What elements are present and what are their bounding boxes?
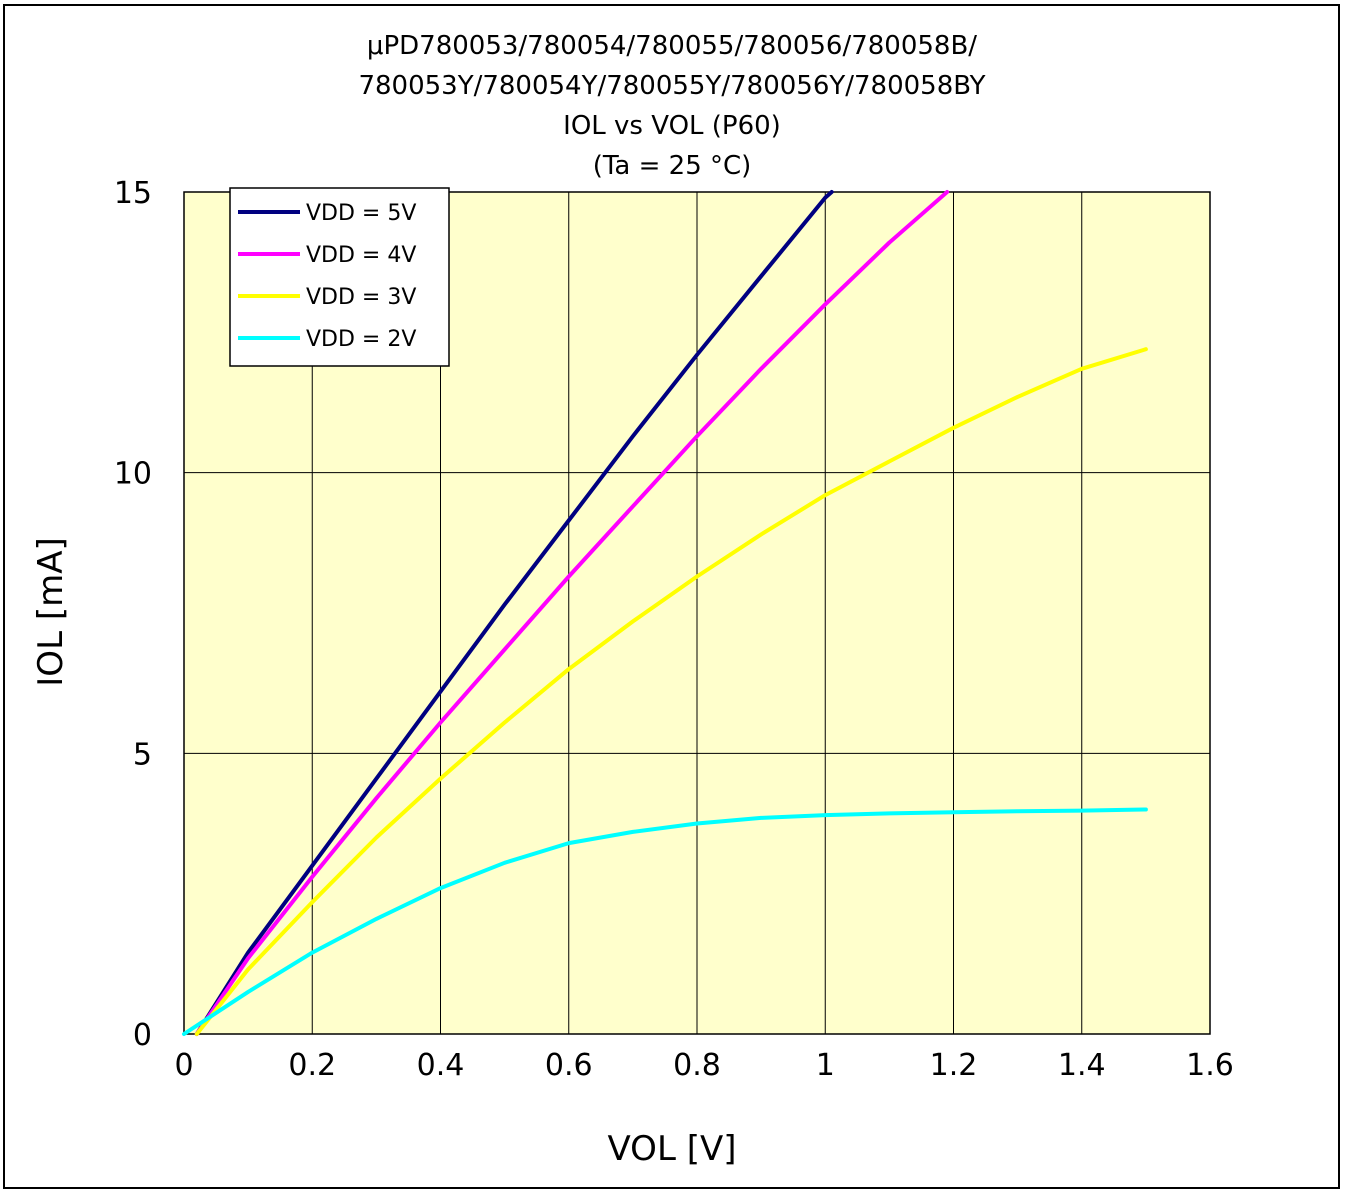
plot-border (183, 191, 1211, 1035)
legend: VDD = 5V VDD = 4V VDD = 3V VDD = 2V (229, 187, 450, 367)
x-tick-label: 0 (174, 1048, 193, 1083)
x-tick-labels: 0 0.2 0.4 0.6 0.8 1 1.2 1.4 1.6 (174, 1048, 1233, 1083)
y-axis-label: IOL [mA] (31, 537, 71, 686)
chart-title: μPD780053/780054/780055/780056/780058B/ … (358, 31, 985, 181)
x-tick-label: 0.8 (673, 1048, 721, 1083)
series-line (194, 347, 1148, 1036)
x-tick-label: 1.4 (1058, 1048, 1106, 1083)
y-tick-label: 5 (133, 737, 152, 772)
legend-label: VDD = 3V (306, 285, 416, 310)
y-tick-label: 0 (133, 1018, 152, 1053)
series-line (182, 807, 1148, 1036)
series-line (194, 190, 950, 1036)
x-axis-label: VOL [V] (608, 1129, 737, 1169)
legend-label: VDD = 5V (306, 201, 416, 226)
y-tick-labels: 0 5 10 15 (114, 176, 152, 1053)
x-tick-label: 0.6 (545, 1048, 593, 1083)
legend-label: VDD = 4V (306, 243, 416, 268)
x-tick-label: 1.2 (930, 1048, 978, 1083)
x-tick-label: 0.2 (288, 1048, 336, 1083)
title-line-1: μPD780053/780054/780055/780056/780058B/ (367, 31, 977, 61)
y-tick-label: 15 (114, 176, 152, 211)
title-line-4: (Ta = 25 °C) (593, 151, 752, 181)
x-tick-label: 1.6 (1186, 1048, 1234, 1083)
legend-label: VDD = 2V (306, 327, 416, 352)
series-group (182, 190, 1148, 1036)
title-line-2: 780053Y/780054Y/780055Y/780056Y/780058BY (358, 71, 985, 101)
x-tick-label: 0.4 (417, 1048, 465, 1083)
title-line-3: IOL vs VOL (P60) (563, 111, 781, 141)
grid (184, 192, 1210, 1034)
y-tick-label: 10 (114, 457, 152, 492)
series-line (194, 190, 834, 1036)
x-tick-label: 1 (816, 1048, 835, 1083)
